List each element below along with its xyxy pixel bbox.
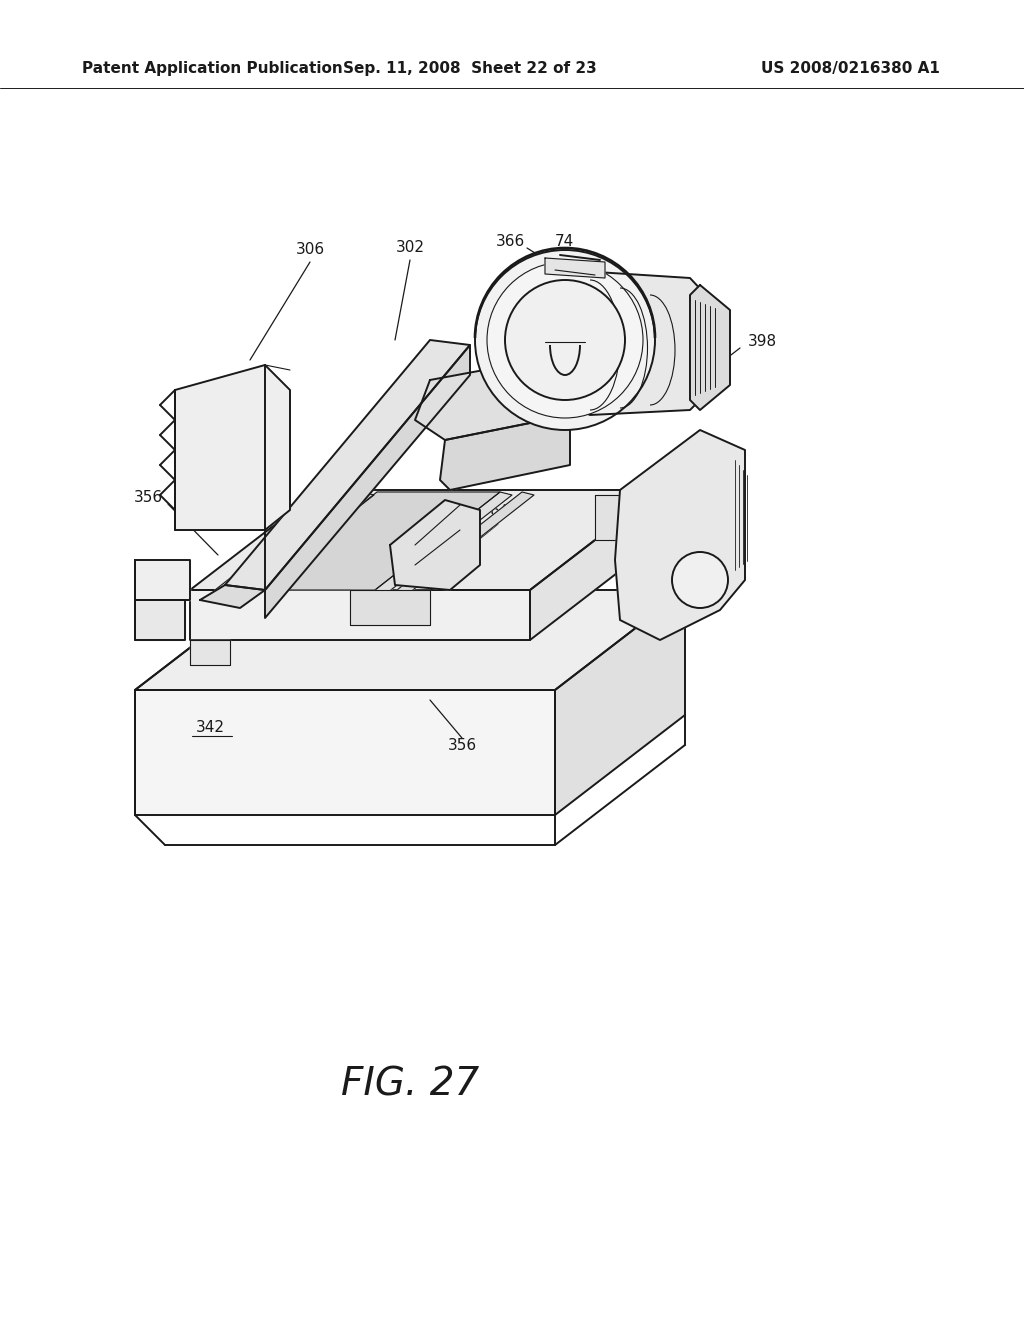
Polygon shape [265,345,470,618]
Polygon shape [237,492,374,593]
Polygon shape [190,640,230,665]
Text: 343: 343 [706,498,734,512]
Polygon shape [135,560,190,601]
Text: 356: 356 [133,491,163,506]
Polygon shape [350,590,430,624]
Circle shape [672,552,728,609]
Text: 398: 398 [748,334,777,350]
Polygon shape [615,430,745,640]
Text: 342: 342 [196,721,224,735]
Text: 64: 64 [490,504,510,520]
Polygon shape [555,590,685,814]
Polygon shape [175,366,290,531]
Circle shape [487,261,643,418]
Polygon shape [530,490,660,640]
Polygon shape [252,492,500,590]
Polygon shape [390,500,480,590]
Text: 302: 302 [395,240,425,256]
Polygon shape [190,590,530,640]
Text: 270: 270 [548,339,582,356]
Polygon shape [215,492,352,593]
Polygon shape [190,490,660,590]
Polygon shape [135,690,555,814]
Text: 356: 356 [447,738,476,752]
Text: 352: 352 [350,562,380,578]
Text: 390: 390 [435,537,465,553]
Polygon shape [397,492,534,593]
Text: 306: 306 [296,243,325,257]
Polygon shape [200,585,265,609]
Polygon shape [135,590,685,690]
Polygon shape [135,601,185,640]
Text: Patent Application Publication: Patent Application Publication [82,61,343,75]
Text: 74: 74 [554,235,573,249]
Polygon shape [690,285,730,411]
Text: US 2008/0216380 A1: US 2008/0216380 A1 [761,61,940,75]
Text: FIG. 27: FIG. 27 [341,1067,479,1104]
Polygon shape [595,495,655,540]
Polygon shape [560,271,720,414]
Circle shape [505,280,625,400]
Polygon shape [225,341,470,590]
Text: 366: 366 [496,235,524,249]
Polygon shape [545,257,605,279]
Circle shape [475,249,655,430]
Polygon shape [375,492,512,593]
Polygon shape [440,414,570,490]
Text: Sep. 11, 2008  Sheet 22 of 23: Sep. 11, 2008 Sheet 22 of 23 [343,61,597,75]
Polygon shape [415,355,570,440]
